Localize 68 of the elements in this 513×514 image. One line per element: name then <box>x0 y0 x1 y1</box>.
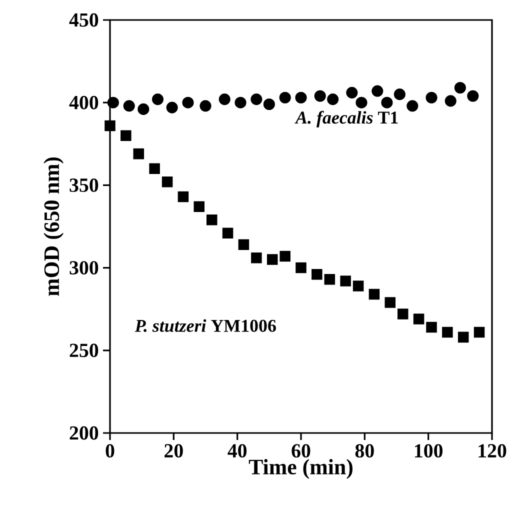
point <box>295 92 307 104</box>
point <box>133 148 144 160</box>
point <box>206 214 218 226</box>
text: P. stutzeri YM1006 <box>134 319 276 332</box>
point <box>178 191 189 202</box>
x-tick-label: 20 <box>164 444 183 458</box>
point <box>152 94 164 106</box>
y-axis-title: mOD (650 nm) <box>44 157 64 296</box>
point <box>238 239 250 250</box>
point <box>314 90 326 102</box>
point <box>397 308 408 320</box>
point <box>426 92 438 104</box>
point <box>123 100 135 112</box>
point <box>120 130 132 142</box>
point <box>474 326 485 338</box>
point <box>138 103 150 115</box>
point <box>426 322 437 333</box>
point <box>442 326 453 338</box>
point <box>251 252 262 264</box>
point <box>356 96 368 108</box>
point <box>324 274 336 285</box>
x-tick-label: 120 <box>478 444 506 458</box>
point <box>263 98 275 110</box>
point <box>413 314 424 324</box>
point <box>104 120 116 132</box>
x-tick-label: 60 <box>292 444 310 458</box>
point <box>444 95 456 107</box>
point <box>149 163 160 174</box>
point <box>194 201 205 212</box>
y-tick-label: 400 <box>69 96 98 110</box>
point <box>162 176 173 188</box>
point <box>222 228 234 238</box>
y-tick-label: 300 <box>70 261 98 275</box>
y-tick-label: 200 <box>70 426 98 440</box>
point <box>368 288 380 300</box>
point <box>346 86 358 98</box>
y-tick-label: 350 <box>70 178 98 192</box>
point <box>312 269 322 280</box>
point <box>166 102 178 114</box>
x-tick-label: 80 <box>355 444 374 458</box>
point <box>218 94 230 106</box>
point <box>454 82 466 94</box>
series-label: A. faecalis T1 <box>294 110 398 128</box>
point <box>279 92 291 104</box>
point <box>458 332 469 343</box>
x-tick-label: 0 <box>106 444 114 458</box>
point <box>327 94 339 106</box>
point <box>234 96 246 108</box>
point <box>467 90 479 102</box>
y-tick-label: 250 <box>70 344 98 358</box>
point <box>296 262 306 274</box>
point <box>182 96 194 108</box>
point <box>340 276 351 286</box>
point <box>200 100 212 112</box>
point <box>107 96 119 108</box>
point <box>250 94 262 106</box>
x-tick-label: 40 <box>228 444 247 458</box>
x-axis-title: Time (min) <box>248 459 352 479</box>
point <box>394 88 406 100</box>
point <box>372 85 384 97</box>
x-tick-label: 100 <box>414 444 443 458</box>
point <box>381 96 393 108</box>
point <box>280 250 290 262</box>
y-tick-label: 450 <box>69 13 98 27</box>
point <box>406 100 418 112</box>
point <box>266 254 278 265</box>
point <box>384 297 396 308</box>
point <box>352 280 364 292</box>
